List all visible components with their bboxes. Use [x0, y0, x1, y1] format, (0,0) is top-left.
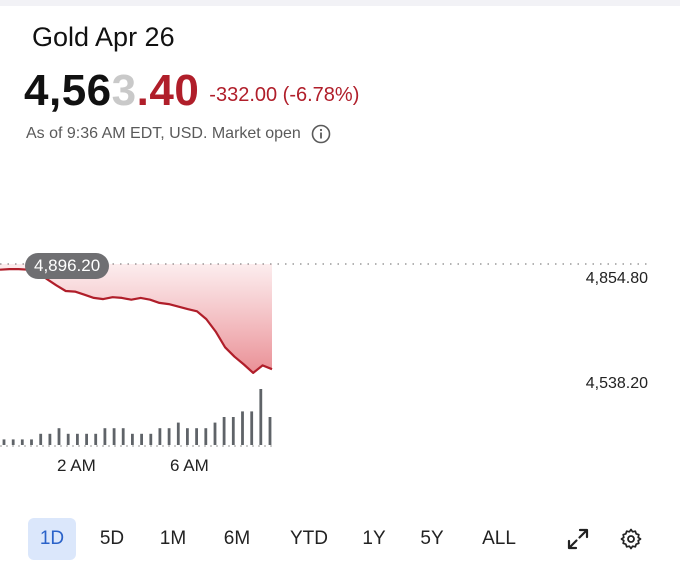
info-icon[interactable]	[311, 124, 331, 144]
volume-bars	[2, 389, 272, 445]
volume-bar	[186, 428, 189, 445]
volume-bar	[195, 428, 198, 445]
expand-icon[interactable]	[566, 527, 590, 551]
volume-bar	[241, 411, 244, 445]
price-main: 4,56	[24, 66, 112, 115]
x-label-2am: 2 AM	[57, 456, 96, 475]
price-ghost-digit: 3	[111, 66, 137, 115]
volume-bar	[176, 422, 180, 445]
volume-bar	[140, 433, 143, 445]
volume-bar	[121, 428, 125, 445]
x-label-6am: 6 AM	[170, 456, 209, 475]
volume-bar	[20, 439, 24, 445]
volume-bar	[66, 433, 70, 445]
y-label-high: 4,854.80	[585, 270, 648, 287]
as-of-text: As of 9:36 AM EDT, USD. Market open	[26, 125, 301, 142]
range-1y-button[interactable]: 1Y	[362, 528, 386, 549]
volume-bar	[48, 433, 52, 445]
volume-bar	[103, 428, 107, 445]
top-bar	[0, 0, 680, 6]
volume-bar	[76, 433, 79, 445]
price-value: 4,563.40	[24, 66, 199, 116]
range-5d-button[interactable]: 5D	[99, 528, 125, 549]
range-ytd-button[interactable]: YTD	[290, 528, 328, 549]
volume-bar	[85, 433, 88, 445]
range-5y-button[interactable]: 5Y	[420, 528, 444, 549]
range-1m-button[interactable]: 1M	[159, 528, 187, 549]
volume-bar	[231, 417, 235, 445]
volume-bar	[94, 433, 98, 445]
volume-bar	[158, 428, 162, 445]
volume-bar	[268, 417, 272, 445]
price-change: -332.00 (-6.78%)	[209, 84, 360, 106]
range-all-button[interactable]: ALL	[482, 528, 516, 549]
gear-icon[interactable]	[619, 527, 643, 551]
y-label-low: 4,538.20	[585, 375, 648, 392]
instrument-title: Gold Apr 26	[32, 22, 175, 52]
volume-bar	[112, 428, 116, 445]
volume-bar	[167, 428, 171, 445]
range-1d-button[interactable]: 1D	[28, 518, 76, 560]
volume-bar	[39, 433, 43, 445]
volume-bar	[57, 428, 61, 445]
volume-bar	[131, 433, 134, 445]
as-of-status: As of 9:36 AM EDT, USD. Market open	[26, 124, 331, 144]
volume-bar	[2, 439, 6, 445]
volume-bar	[250, 411, 254, 445]
price-tail: .40	[136, 66, 200, 115]
volume-bar	[222, 417, 226, 445]
price-tail-group: 3.40	[112, 66, 200, 115]
volume-bar	[149, 433, 153, 445]
price-row: 4,563.40 -332.00 (-6.78%)	[24, 66, 359, 116]
previous-close-badge: 4,896.20	[25, 253, 110, 279]
range-6m-button[interactable]: 6M	[223, 528, 251, 549]
volume-bar	[30, 439, 33, 445]
volume-bar	[204, 428, 208, 445]
volume-bar	[11, 439, 15, 445]
volume-bar	[213, 422, 217, 445]
volume-bar	[259, 389, 263, 445]
range-selector: 1D 5D 1M 6M YTD 1Y 5Y ALL	[0, 518, 680, 562]
price-area	[0, 264, 272, 373]
